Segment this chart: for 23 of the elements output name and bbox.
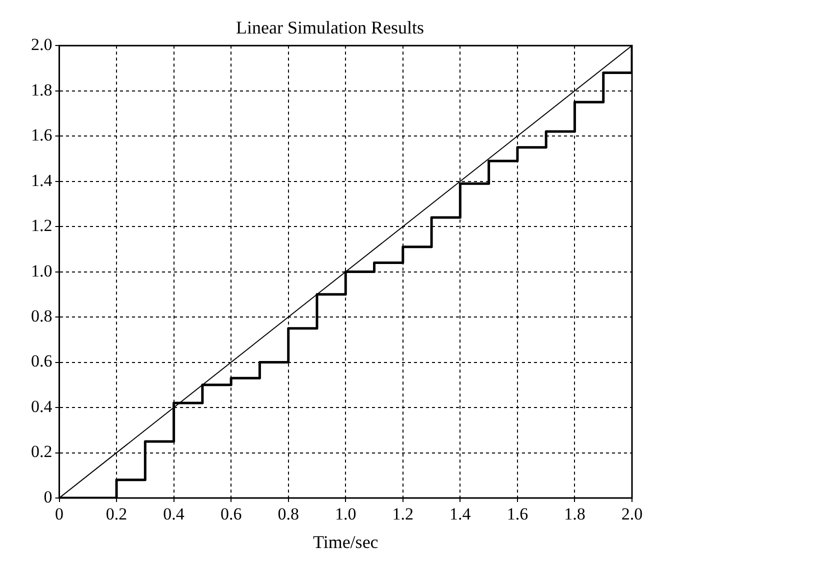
x-tick-label: 1.4 — [450, 504, 472, 524]
x-tick-label: 0.4 — [163, 504, 185, 524]
y-tick-label: 1.8 — [31, 80, 52, 100]
y-tick-label: 1.2 — [31, 216, 52, 236]
y-tick-label: 0.8 — [31, 306, 52, 326]
x-tick-label: 0.2 — [106, 504, 128, 524]
x-tick-label: 0.6 — [220, 504, 242, 524]
x-tick-label: 2.0 — [621, 504, 643, 524]
x-axis-title: Time/sec — [312, 532, 378, 552]
x-tick-label: 0.8 — [278, 504, 299, 524]
x-tick-label: 1.0 — [335, 504, 356, 524]
y-tick-label: 2.0 — [31, 35, 52, 54]
x-tick-label: 1.6 — [506, 504, 528, 524]
y-tick-label: 0.2 — [31, 442, 52, 462]
y-tick-label: 1.0 — [31, 261, 52, 280]
y-tick-label: 1.4 — [31, 170, 53, 190]
y-tick-label: 1.6 — [31, 126, 52, 145]
y-tick-label: 0 — [44, 487, 52, 506]
y-tick-label: 0.6 — [31, 352, 52, 371]
x-tick-label: 1.2 — [392, 504, 414, 524]
x-tick-label: 1.8 — [564, 504, 586, 524]
y-tick-label: 0.4 — [31, 396, 53, 416]
chart-title: Linear Simulation Results — [236, 18, 424, 38]
